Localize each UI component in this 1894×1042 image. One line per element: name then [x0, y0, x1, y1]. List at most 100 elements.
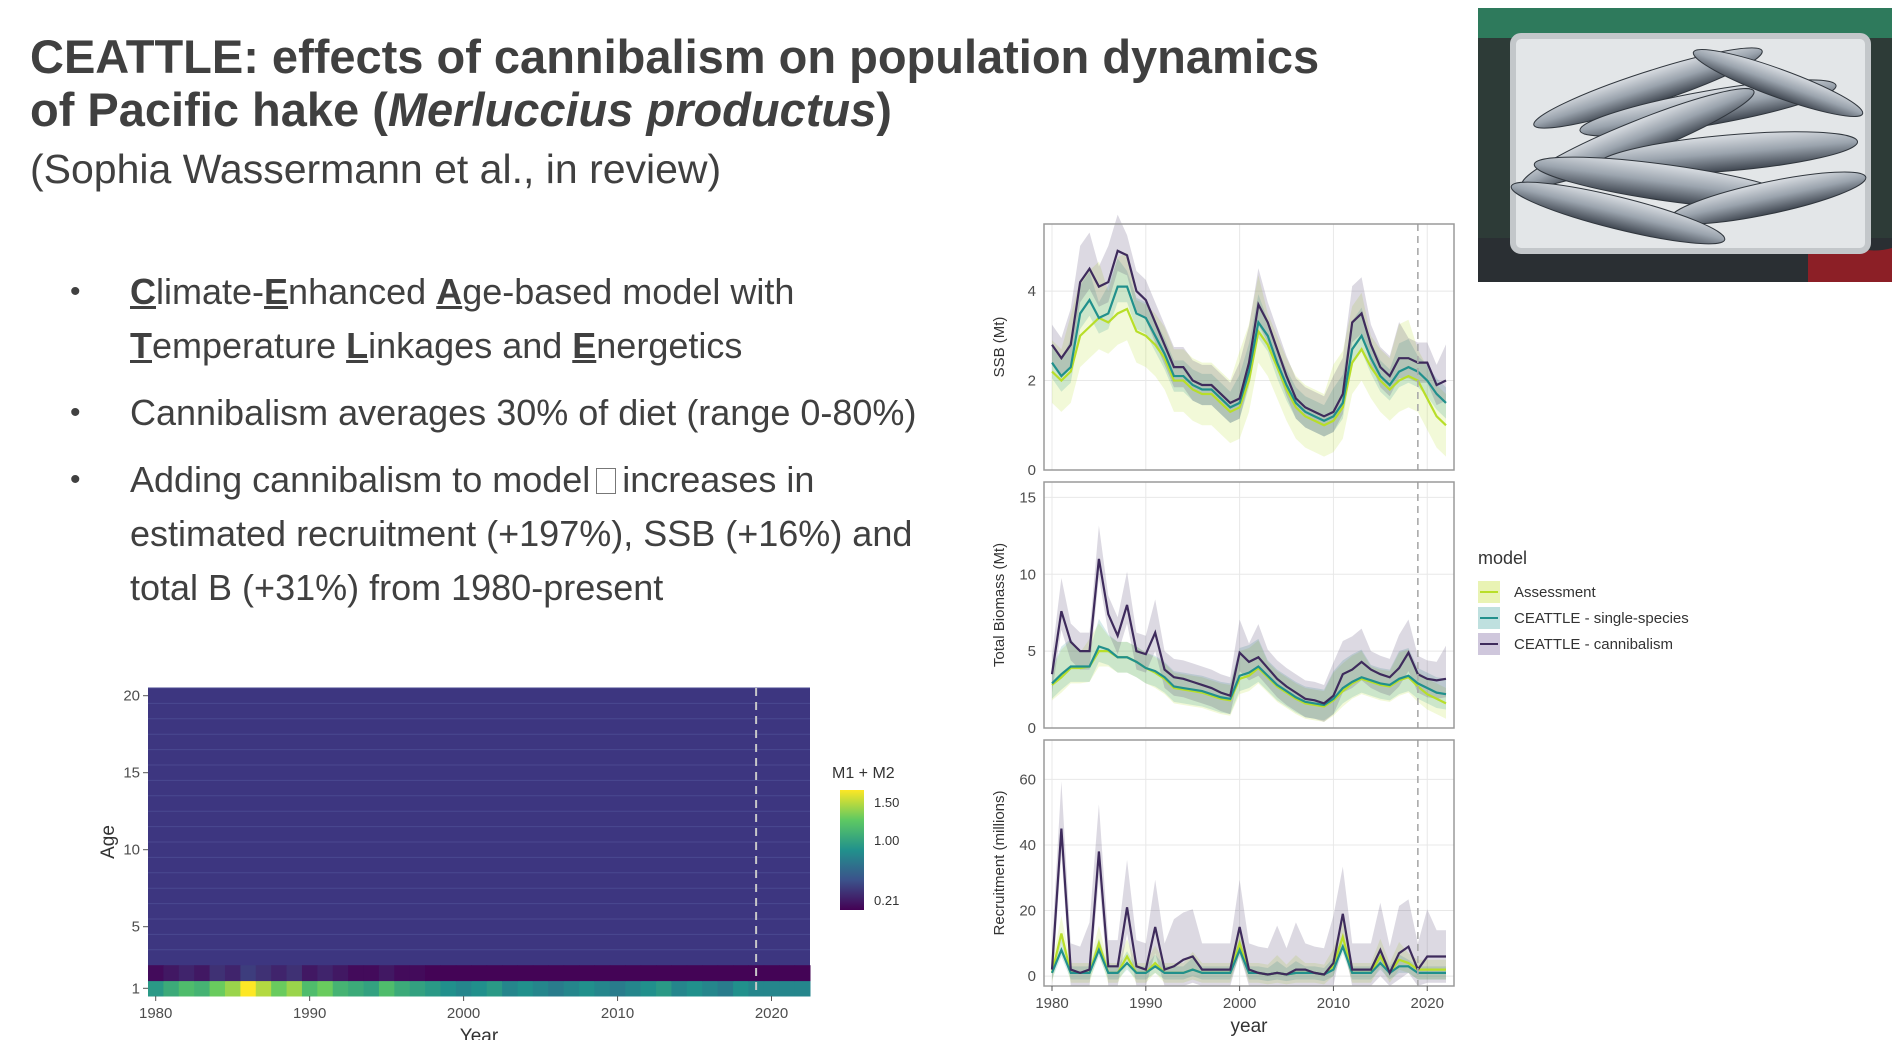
heatmap-cell: [271, 965, 288, 982]
y-tick-label: 5: [1028, 643, 1036, 660]
heatmap-cell: [301, 980, 318, 997]
heatmap-cell: [609, 965, 626, 982]
timeseries-panel: 0 5 10 15 Total Biomass (Mt): [991, 481, 1455, 737]
x-tick-label: 2000: [1223, 995, 1256, 1012]
timeseries-panel: 0 20 40 60 Recruitment (millions) 1980 1990 200…: [991, 739, 1455, 1037]
heatmap-cell: [517, 980, 534, 997]
heatmap-cell: [394, 980, 411, 997]
y-tick-label: 2: [1028, 373, 1036, 390]
y-tick-label: 10: [123, 842, 140, 859]
heatmap-cell: [517, 965, 534, 982]
heatmap-cell: [686, 965, 703, 982]
heatmap-cell: [548, 980, 565, 997]
y-tick-label: 10: [1019, 566, 1036, 583]
acronym-text: emperature: [152, 325, 347, 366]
heatmap-cell: [594, 980, 611, 997]
title-line-2-pre: of Pacific hake (: [30, 83, 388, 136]
heatmap-cell: [394, 965, 411, 982]
heatmap-cell: [686, 980, 703, 997]
heatmap-cell: [763, 980, 780, 997]
heatmap-cell: [794, 965, 811, 982]
bullet-1-line-1: Climate-Enhanced Age-based model with: [130, 265, 990, 319]
heatmap-cell: [317, 980, 334, 997]
bullet-list: • Climate-Enhanced Age-based model with …: [60, 265, 990, 628]
series-line: [1050, 943, 1446, 976]
bullet-3-line-3: total B (+31%) from 1980-present: [130, 567, 664, 608]
x-tick-label: 2010: [1317, 995, 1350, 1012]
heatmap-cell: [240, 980, 257, 997]
heatmap-cell: [455, 965, 472, 982]
bullet-dot: •: [70, 463, 81, 496]
y-tick-label: 20: [1019, 903, 1036, 920]
heatmap-cell: [378, 965, 395, 982]
heatmap-cell: [148, 980, 164, 997]
heatmap-cell: [733, 980, 749, 997]
heatmap-cell: [224, 980, 241, 997]
bullet-item-results: • Adding cannibalism to model increases i…: [60, 453, 990, 615]
confidence-band: [1052, 525, 1446, 722]
acronym-text: ge-based model with: [462, 271, 795, 312]
heatmap-cell: [486, 965, 503, 982]
x-tick-label: 2020: [1411, 995, 1444, 1012]
confidence-band: [1052, 252, 1446, 457]
heatmap-cell: [194, 980, 211, 997]
panel-border: [1043, 739, 1455, 987]
x-tick-label: 1990: [293, 1005, 326, 1022]
heatmap-cell: [301, 965, 318, 982]
heatmap-cell: [332, 965, 349, 982]
heatmap-cell: [779, 965, 796, 982]
acronym-letter: E: [572, 325, 597, 366]
heatmap-cell: [363, 980, 380, 997]
fish-photo-drawing: [1478, 8, 1892, 282]
heatmap-cell: [609, 980, 626, 997]
heatmap-cell: [163, 965, 180, 982]
y-tick-label: 0: [1028, 720, 1036, 737]
y-axis-title: SSB (Mt): [991, 317, 1008, 378]
heatmap-cell: [717, 980, 734, 997]
legend-label: Assessment: [1514, 583, 1596, 601]
heatmap-cell: [656, 980, 672, 997]
heatmap-cell: [640, 980, 657, 997]
heatmap-cell: [255, 965, 272, 982]
series-line: [1051, 285, 1447, 423]
model-legend: model Assessment CEATTLE - single-species…: [1478, 548, 1738, 657]
timeseries-panels-chart: 0 2 4 SSB (Mt) 0 5 10 15 Total Biomass (Mt) 0 20 40…: [991, 214, 1455, 1037]
heatmap-cell: [378, 980, 395, 997]
heatmap-cell: [348, 980, 365, 997]
y-tick-label: 15: [123, 765, 140, 782]
heatmap-cell: [163, 980, 180, 997]
y-axis-title: Recruitment (millions): [991, 790, 1008, 935]
bullet-2-text: Cannibalism averages 30% of diet (range …: [130, 392, 917, 433]
bullet-3-pre: Adding cannibalism to model: [130, 459, 591, 500]
arrow-placeholder-icon: [596, 468, 617, 494]
slide-title: CEATTLE: effects of cannibalism on popul…: [30, 30, 1410, 136]
slide-subtitle: (Sophia Wassermann et al., in review): [30, 146, 722, 192]
colorbar-tick-label: 1.00: [874, 833, 899, 848]
bullet-dot: •: [70, 396, 81, 429]
heatmap-cell: [425, 965, 442, 982]
x-tick-label: 2000: [447, 1005, 480, 1022]
heatmap-cell: [717, 965, 734, 982]
legend-key-line: [1480, 591, 1498, 593]
heatmap-cell: [471, 965, 488, 982]
panel-border: [1043, 223, 1455, 471]
title-line-1: CEATTLE: effects of cannibalism on popul…: [30, 30, 1320, 83]
heatmap-cell: [486, 980, 503, 997]
legend-key: [1478, 581, 1500, 603]
legend-key-line: [1480, 617, 1498, 619]
series-line: [1050, 558, 1447, 705]
acronym-text: nergetics: [596, 325, 743, 366]
acronym-letter: A: [436, 271, 463, 312]
legend-item: Assessment: [1478, 579, 1738, 605]
y-axis-title: Total Biomass (Mt): [991, 543, 1008, 667]
confidence-band: [1052, 781, 1446, 986]
y-tick-label: 15: [1019, 489, 1036, 506]
series-line: [1051, 645, 1447, 707]
heatmap-cell: [563, 965, 580, 982]
legend-title: model: [1478, 548, 1528, 568]
x-tick-label: 1980: [139, 1005, 172, 1022]
bullet-3-line-2: estimated recruitment (+197%), SSB (+16%…: [130, 513, 913, 554]
y-tick-label: 60: [1019, 771, 1036, 788]
y-tick-label: 0: [1028, 462, 1036, 479]
